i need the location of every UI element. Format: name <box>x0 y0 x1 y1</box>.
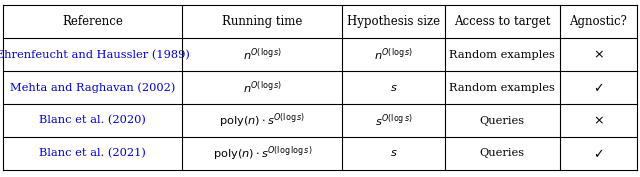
Text: $n^{O(\log s)}$: $n^{O(\log s)}$ <box>374 46 413 63</box>
Text: Mehta and Raghavan (2002): Mehta and Raghavan (2002) <box>10 82 175 93</box>
Text: Random examples: Random examples <box>449 50 556 60</box>
Text: $\mathrm{poly}(n) \cdot s^{O(\log s)}$: $\mathrm{poly}(n) \cdot s^{O(\log s)}$ <box>220 111 305 130</box>
Text: $\checkmark$: $\checkmark$ <box>593 81 604 94</box>
Text: Hypothesis size: Hypothesis size <box>347 15 440 28</box>
Text: $\times$: $\times$ <box>593 114 604 127</box>
Text: $s$: $s$ <box>390 149 397 158</box>
Text: Agnostic?: Agnostic? <box>570 15 627 28</box>
Text: Blanc et al. (2020): Blanc et al. (2020) <box>40 115 146 126</box>
Text: $n^{O(\log s)}$: $n^{O(\log s)}$ <box>243 46 282 63</box>
Text: Running time: Running time <box>222 15 303 28</box>
Text: $s^{O(\log s)}$: $s^{O(\log s)}$ <box>374 112 413 129</box>
Text: Blanc et al. (2021): Blanc et al. (2021) <box>40 148 146 159</box>
Text: $\mathrm{poly}(n) \cdot s^{O(\log \log s)}$: $\mathrm{poly}(n) \cdot s^{O(\log \log s… <box>212 144 312 163</box>
Text: Ehrenfeucht and Haussler (1989): Ehrenfeucht and Haussler (1989) <box>0 50 189 60</box>
Text: Random examples: Random examples <box>449 83 556 93</box>
Text: $s$: $s$ <box>390 83 397 93</box>
Text: $n^{O(\log s)}$: $n^{O(\log s)}$ <box>243 79 282 96</box>
Text: $\checkmark$: $\checkmark$ <box>593 147 604 160</box>
Text: $\times$: $\times$ <box>593 48 604 61</box>
Text: Reference: Reference <box>62 15 124 28</box>
Text: Queries: Queries <box>480 149 525 158</box>
Text: Queries: Queries <box>480 116 525 125</box>
Text: Access to target: Access to target <box>454 15 550 28</box>
